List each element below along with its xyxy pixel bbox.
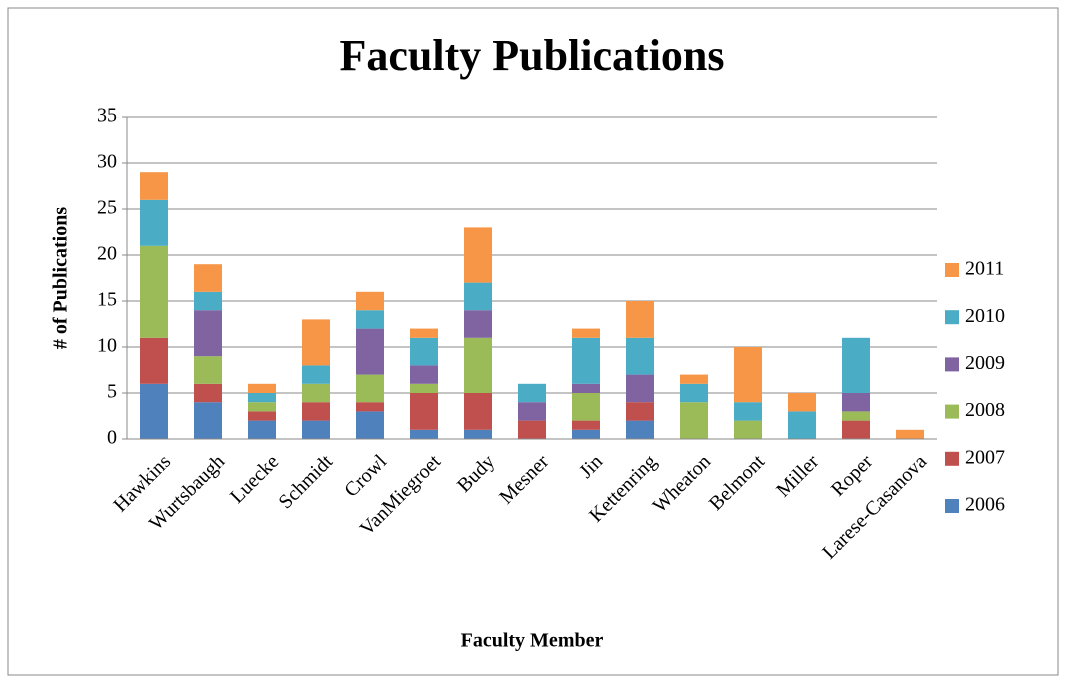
bar-segment: [248, 383, 276, 393]
bar-segment: [572, 429, 600, 439]
bar-segment: [572, 337, 600, 384]
legend-swatch: [945, 451, 959, 466]
legend-swatch: [945, 310, 959, 325]
legend-label: 2008: [965, 399, 1005, 421]
bar-segment: [248, 411, 276, 421]
bar-segment: [248, 420, 276, 439]
legend-swatch: [945, 404, 959, 419]
bar-segment: [248, 402, 276, 412]
bar-segment: [518, 402, 546, 421]
bar-segment: [302, 420, 330, 439]
bar-segment: [626, 301, 654, 338]
y-axis-label: # of Publications: [50, 207, 72, 349]
bar-segment: [410, 393, 438, 430]
bar-segment: [680, 383, 708, 403]
bar-segment: [464, 227, 492, 283]
bar-segment: [356, 291, 384, 311]
bar-segment: [842, 420, 870, 439]
legend-swatch: [945, 263, 959, 277]
bar-segment: [734, 420, 762, 439]
bar-segment: [680, 402, 708, 439]
bar-segment: [356, 374, 384, 403]
bar-segment: [194, 356, 222, 384]
bar-segment: [356, 310, 384, 329]
y-tick-label: 25: [97, 197, 117, 219]
bar-segment: [410, 328, 438, 338]
bar-segment: [140, 337, 168, 384]
bar-segment: [518, 420, 546, 439]
bar-segment: [572, 328, 600, 338]
bar-segment: [626, 420, 654, 439]
bar-segment: [194, 310, 222, 357]
y-tick-label: 0: [107, 427, 117, 449]
bar-segment: [140, 245, 168, 338]
bar-segment: [572, 393, 600, 421]
chart-border: [7, 7, 1059, 676]
bar-segment: [464, 393, 492, 430]
bar-segment: [734, 402, 762, 421]
bar-segment: [140, 199, 168, 246]
legend-label: 2006: [965, 494, 1005, 516]
legend-swatch: [945, 357, 959, 372]
bar-segment: [788, 393, 816, 412]
bar-segment: [356, 328, 384, 375]
bar-segment: [248, 393, 276, 403]
bar-segment: [140, 172, 168, 200]
y-tick-label: 20: [97, 243, 117, 265]
bar-segment: [572, 383, 600, 393]
bar-segment: [626, 374, 654, 403]
x-axis-label: Faculty Member: [461, 630, 604, 652]
chart-title: Faculty Publications: [339, 31, 724, 80]
bar-segment: [464, 429, 492, 439]
bar-segment: [140, 383, 168, 439]
y-tick-label: 10: [97, 335, 117, 357]
legend-label: 2009: [965, 352, 1005, 374]
bar-segment: [896, 429, 924, 439]
y-tick-label: 5: [107, 381, 117, 403]
bar-segment: [302, 319, 330, 366]
bar-segment: [464, 282, 492, 311]
bar-segment: [356, 402, 384, 412]
y-tick-label: 15: [97, 289, 117, 311]
bar-segment: [194, 291, 222, 311]
bar-segment: [194, 402, 222, 439]
legend-label: 2007: [965, 446, 1005, 468]
bar-segment: [464, 337, 492, 393]
bar-segment: [302, 402, 330, 421]
bar-segment: [788, 411, 816, 439]
bar-segment: [842, 337, 870, 393]
bar-segment: [626, 337, 654, 375]
bar-segment: [734, 347, 762, 403]
bar-segment: [356, 411, 384, 439]
y-tick-label: 35: [97, 105, 117, 127]
y-tick-label: 30: [97, 151, 117, 173]
bar-segment: [410, 365, 438, 384]
bar-segment: [680, 374, 708, 384]
bar-segment: [518, 383, 546, 403]
bar-segment: [194, 383, 222, 403]
bar-segment: [410, 429, 438, 439]
bar-segment: [410, 337, 438, 366]
bar-segment: [194, 264, 222, 292]
bar-segment: [410, 383, 438, 393]
bar-segment: [842, 393, 870, 412]
bar-segment: [302, 365, 330, 384]
bar-segment: [626, 402, 654, 421]
bar-segment: [572, 420, 600, 430]
bar-segment: [464, 310, 492, 338]
legend-label: 2010: [965, 305, 1005, 327]
legend-label: 2011: [965, 258, 1004, 280]
legend-swatch: [945, 499, 959, 513]
bar-segment: [302, 383, 330, 403]
bar-segment: [842, 411, 870, 421]
